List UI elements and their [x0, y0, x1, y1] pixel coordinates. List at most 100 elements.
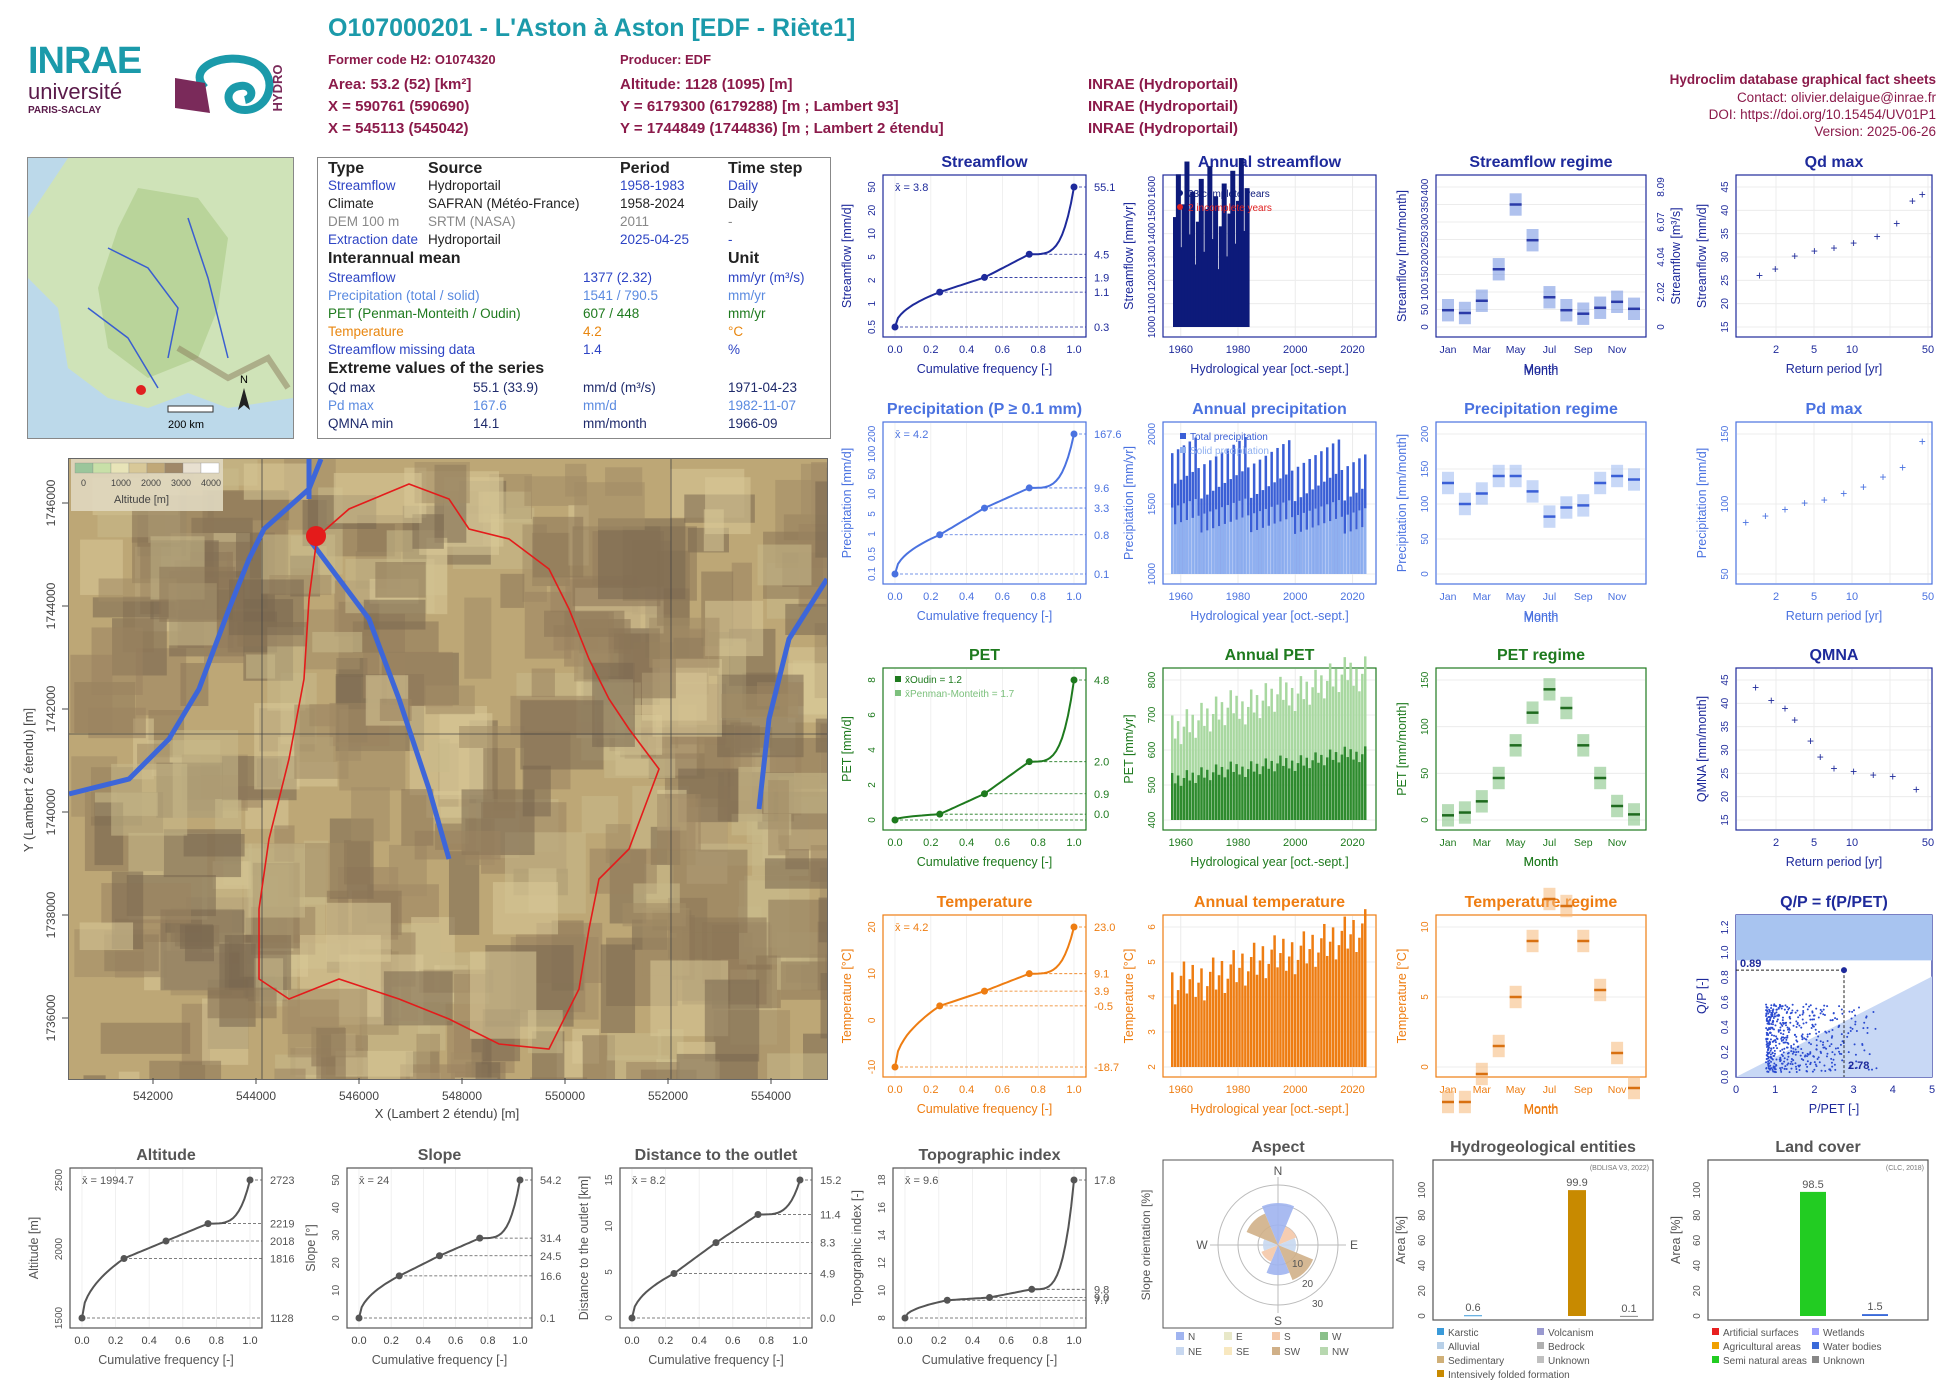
scatter-point	[1802, 1058, 1805, 1061]
x-tick: 2	[1811, 1084, 1817, 1096]
solid-bar	[1308, 510, 1311, 574]
rose-sector	[1278, 1226, 1297, 1245]
x-tick: 5	[1929, 1084, 1935, 1096]
x-tick: 1980	[1226, 1084, 1250, 1096]
scatter-point	[1826, 1005, 1829, 1008]
annual-bar	[1364, 909, 1367, 1067]
return-point: +	[1791, 713, 1798, 727]
oudin-bar	[1176, 775, 1180, 820]
scatter-point	[1785, 1011, 1788, 1014]
hydro-logo: HYDRO	[175, 54, 285, 115]
solid-bar	[1331, 502, 1335, 574]
solid-bar	[1267, 525, 1270, 574]
x-tick: 2	[1773, 837, 1779, 849]
quantile-label: 23.0	[1094, 922, 1115, 934]
scatter-point	[1862, 1027, 1865, 1030]
oudin-bar	[1287, 768, 1291, 820]
solid-bar	[1314, 508, 1317, 574]
x-tick: 1980	[1226, 344, 1250, 356]
oudin-bar	[1217, 774, 1221, 820]
return-point: +	[1801, 496, 1808, 510]
chart-title: Annual streamflow	[1198, 154, 1342, 171]
extreme-label-0: Qd max	[328, 380, 376, 395]
return-point: +	[1762, 509, 1769, 523]
quantile-point	[395, 1272, 403, 1280]
terrain-cell	[757, 544, 812, 586]
annual-bar	[1311, 934, 1314, 1067]
x-tick: 0.4	[959, 591, 974, 603]
extreme-date-0: 1971-04-23	[728, 380, 798, 395]
scatter-point	[1786, 1046, 1789, 1049]
annual-bar	[1176, 721, 1180, 820]
map-xlabel: X (Lambert 2 étendu) [m]	[375, 1106, 520, 1121]
info-row-2-0: DEM 100 m	[328, 214, 400, 229]
scatter-point	[1801, 1036, 1804, 1039]
chart-title: Temperature	[937, 894, 1033, 911]
x-axis-label: Month	[1524, 362, 1559, 376]
legend-entry: 23 complete years	[1188, 189, 1270, 200]
chart-annual_streamflow: Annual streamflow Hydrological year [oct.…	[1122, 154, 1377, 376]
x-tick: 0.6	[995, 344, 1010, 356]
scatter-point	[1848, 1010, 1851, 1013]
scatter-point	[1790, 1045, 1793, 1048]
chart-title: Annual PET	[1225, 647, 1315, 664]
scatter-point	[1781, 1019, 1784, 1022]
return-point: +	[1821, 493, 1828, 507]
x-tick: 0.2	[931, 1335, 946, 1347]
source-2: INRAE (Hydroportail)	[1088, 98, 1238, 115]
chart-streamflow: Streamflow Cumulative frequency [-] Stream…	[840, 154, 1115, 376]
plot-area	[882, 421, 1087, 585]
solid-bar	[1337, 500, 1341, 574]
mean-value-3: 4.2	[583, 324, 602, 339]
scatter-point	[1801, 1051, 1804, 1054]
x-lambert2e: X = 545113 (545042)	[328, 120, 469, 137]
y-tick: 12	[877, 1257, 888, 1269]
annual-bar	[1264, 683, 1268, 820]
x-tick: 0.6	[995, 591, 1010, 603]
scatter-point	[1825, 1055, 1828, 1058]
scatter-point	[1812, 1055, 1815, 1058]
x-tick: 0.2	[923, 837, 938, 849]
scatter-point	[1806, 1060, 1809, 1063]
quantile-label: 3.9	[1094, 986, 1109, 998]
scatter-point	[1866, 1026, 1869, 1029]
solid-bar	[1258, 511, 1262, 574]
annual-bar	[1235, 695, 1238, 820]
y-tick: 20	[867, 204, 878, 216]
oudin-bar	[1285, 758, 1288, 820]
scatter-point	[1831, 1051, 1834, 1054]
scatter-point	[1831, 1019, 1834, 1022]
annual-bar	[1206, 708, 1209, 820]
info-table: Type Source Period Time step Streamflow Hydro…	[317, 157, 831, 439]
return-point: +	[1870, 768, 1877, 782]
x-tick: 10	[1846, 344, 1858, 356]
oudin-bar	[1255, 763, 1259, 820]
x-tick: 2000	[1283, 344, 1307, 356]
info-row-2-3: -	[728, 214, 733, 229]
y-tick: 200	[1420, 248, 1431, 265]
terrain-cell	[83, 1075, 106, 1079]
scatter-point	[1809, 1004, 1812, 1007]
scatter-point	[1768, 1046, 1771, 1049]
quantile-label: 2219	[270, 1219, 294, 1231]
y-tick: 200	[1420, 425, 1431, 442]
bar-value: 99.9	[1566, 1177, 1587, 1189]
extreme-unit-2: mm/month	[583, 416, 647, 431]
scatter-point	[1783, 1057, 1786, 1060]
x-axis-label: Cumulative frequency [-]	[648, 1353, 783, 1367]
annual-bar	[1273, 711, 1276, 820]
x-tick: 0.4	[416, 1335, 431, 1347]
terrain-cell	[544, 610, 625, 637]
scatter-point	[1816, 1058, 1819, 1061]
x-tick: 0.8	[1033, 1335, 1048, 1347]
y-tick: 6	[1147, 924, 1158, 930]
y-tick: 45	[1720, 181, 1731, 193]
location-minimap: 200 km N	[27, 157, 294, 439]
chart-streamflow_regime: Streamflow regime Month Streamflow [mm/mon…	[1395, 154, 1683, 378]
oudin-bar	[1264, 758, 1268, 820]
annual-bar	[1361, 923, 1364, 1067]
y-tick: 40	[1720, 697, 1731, 709]
quantile-label: 4.9	[820, 1269, 835, 1281]
y-tick: 150	[1420, 266, 1431, 283]
x-axis-label: P/PET [-]	[1809, 1102, 1859, 1116]
